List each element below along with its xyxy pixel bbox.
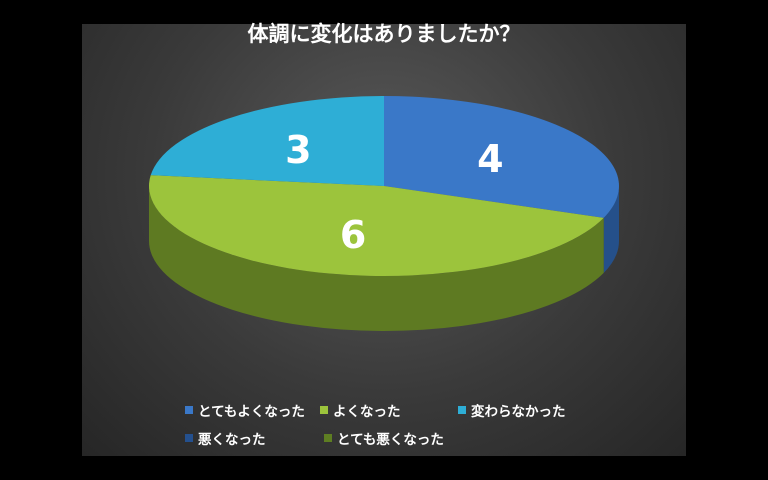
legend-item-3: 悪くなった (185, 428, 266, 448)
legend-swatch (320, 406, 328, 414)
chart-title: 体調に変化はありましたか？ (247, 22, 521, 46)
data-label-2: 3 (285, 128, 311, 172)
legend-label: 悪くなった (198, 432, 266, 448)
legend-swatch (185, 434, 193, 442)
legend-swatch (458, 406, 466, 414)
legend-item-0: とてもよくなった (185, 400, 305, 420)
pie-slice-2 (150, 96, 384, 186)
pie-slice-1 (149, 175, 604, 276)
legend-label: よくなった (333, 404, 401, 420)
pie-slice-0 (384, 96, 619, 218)
legend-item-1: よくなった (320, 400, 401, 420)
legend-swatch (324, 434, 332, 442)
legend-swatch (185, 406, 193, 414)
data-label-0: 4 (477, 137, 503, 181)
data-label-1: 6 (340, 213, 366, 257)
legend-label: とても悪くなった (337, 432, 444, 448)
legend-item-2: 変わらなかった (458, 400, 566, 420)
legend-label: とてもよくなった (198, 404, 305, 420)
pie-side-0 (603, 186, 619, 273)
pie-side-1 (149, 186, 604, 331)
legend-item-4: とても悪くなった (324, 428, 444, 448)
legend-label: 変わらなかった (471, 404, 566, 420)
